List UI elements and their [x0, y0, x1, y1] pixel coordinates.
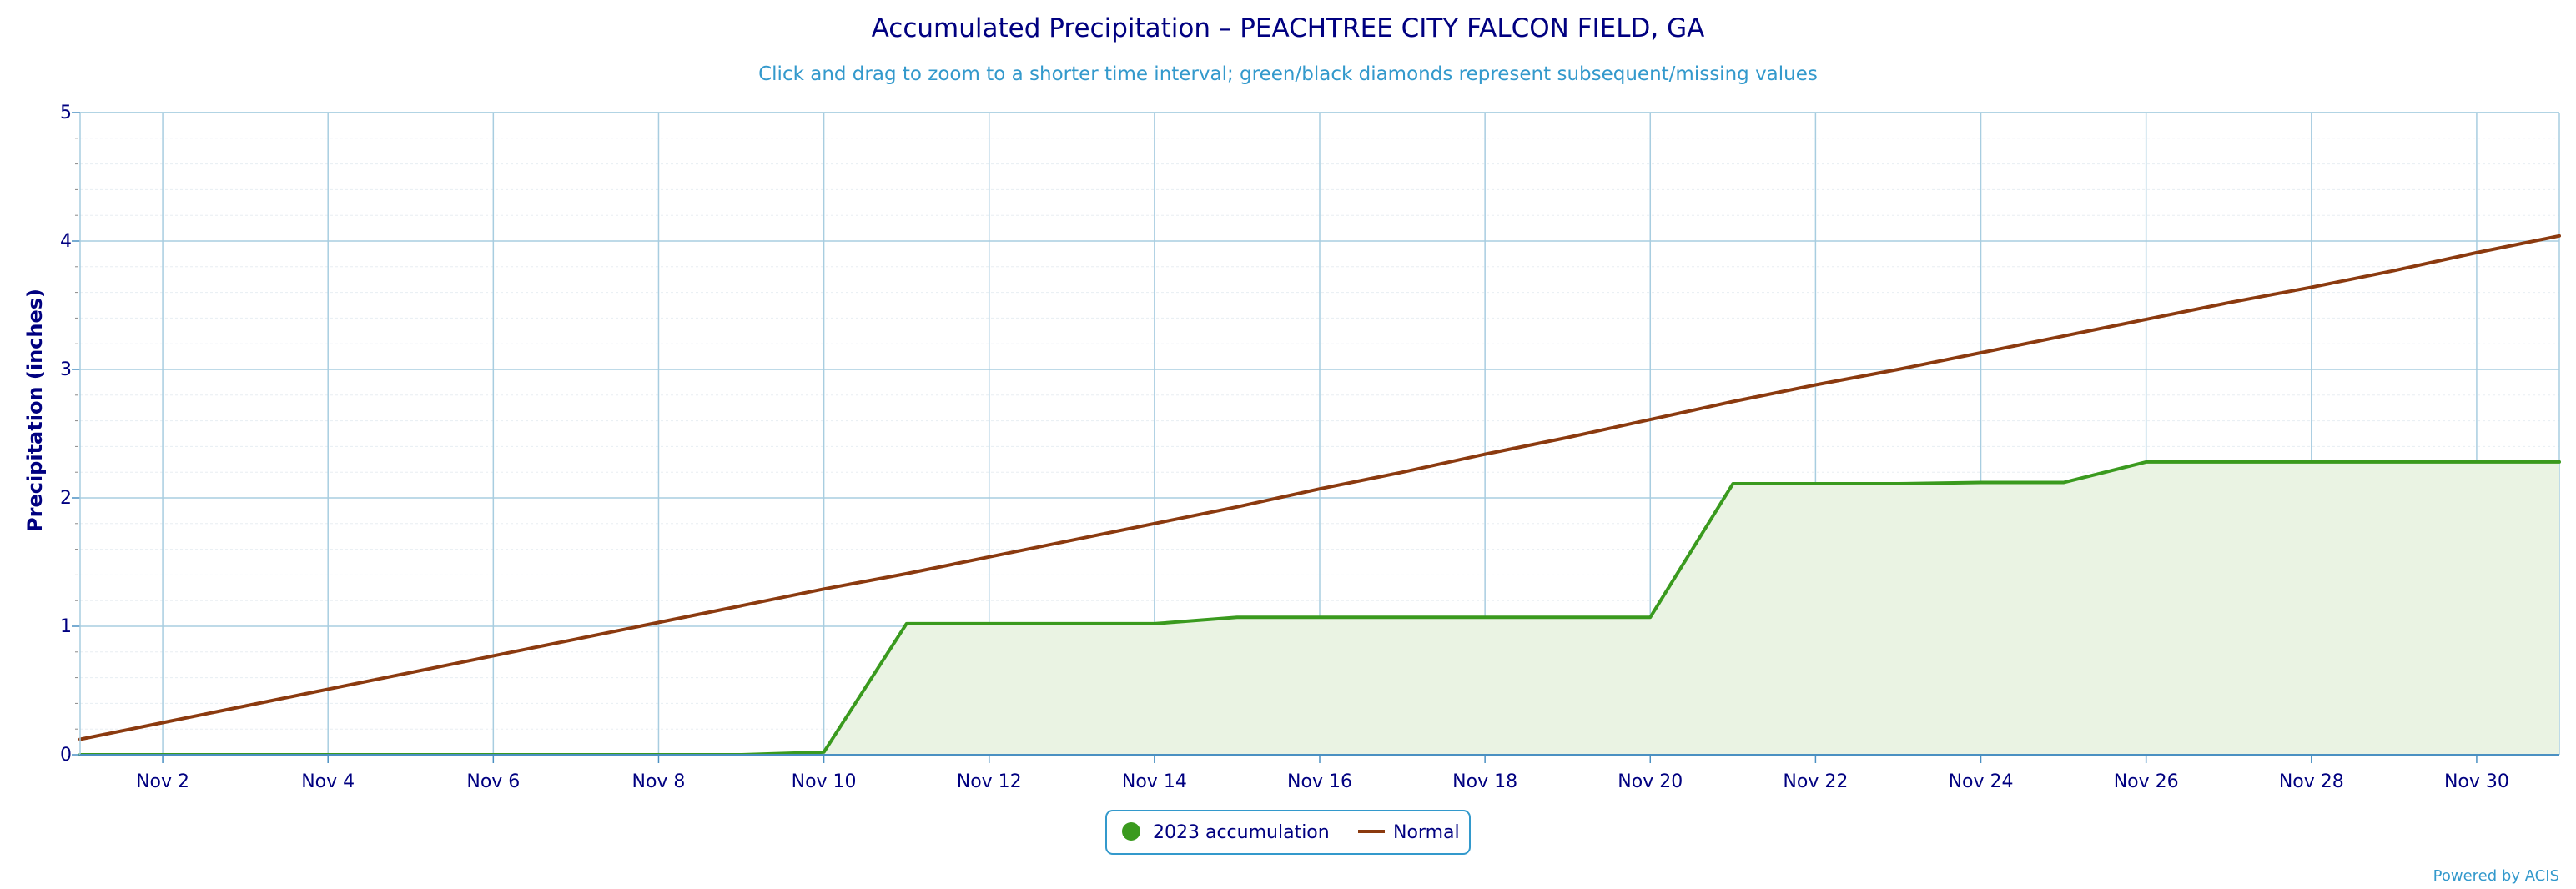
data-point-normal[interactable]	[984, 551, 995, 563]
data-point-normal[interactable]	[2471, 247, 2483, 259]
data-point-2023-accumulation[interactable]	[2141, 456, 2152, 468]
data-point-2023-accumulation[interactable]	[2388, 456, 2400, 468]
x-tick-label: Nov 6	[466, 771, 520, 792]
data-point-normal[interactable]	[405, 666, 416, 678]
data-point-2023-accumulation[interactable]	[1975, 477, 1987, 489]
chart-title: Accumulated Precipitation – PEACHTREE CI…	[872, 13, 1705, 43]
y-axis-label: Precipitation (inches)	[23, 289, 47, 532]
x-tick-label: Nov 4	[301, 771, 355, 792]
data-point-normal[interactable]	[1892, 364, 1904, 375]
data-point-normal[interactable]	[1975, 347, 1987, 359]
y-tick-label: 2	[60, 488, 72, 509]
y-tick-label: 5	[60, 103, 72, 123]
data-point-normal[interactable]	[1479, 449, 1491, 460]
data-point-2023-accumulation[interactable]	[1479, 611, 1491, 623]
data-point-normal[interactable]	[1231, 501, 1243, 513]
data-point-normal[interactable]	[570, 633, 581, 645]
y-tick-label: 0	[60, 745, 72, 766]
data-point-normal[interactable]	[652, 616, 664, 628]
data-point-2023-accumulation[interactable]	[2306, 456, 2317, 468]
data-point-normal[interactable]	[2553, 230, 2565, 242]
data-point-normal[interactable]	[1314, 483, 1326, 495]
data-point-2023-accumulation[interactable]	[2553, 456, 2565, 468]
x-tick-label: Nov 8	[631, 771, 685, 792]
legend-marker-accumulation[interactable]	[1122, 822, 1140, 841]
x-tick-label: Nov 14	[1122, 771, 1187, 792]
data-point-normal[interactable]	[901, 568, 913, 580]
data-point-normal[interactable]	[239, 700, 251, 711]
data-point-normal[interactable]	[1727, 396, 1738, 408]
data-point-normal[interactable]	[157, 717, 169, 729]
data-point-2023-accumulation[interactable]	[2058, 477, 2070, 489]
data-point-2023-accumulation[interactable]	[1727, 478, 1738, 490]
legend-label-accumulation[interactable]: 2023 accumulation	[1153, 822, 1330, 843]
data-point-normal[interactable]	[1562, 432, 1573, 444]
data-point-2023-accumulation[interactable]	[1149, 618, 1160, 630]
data-point-normal[interactable]	[1149, 518, 1160, 530]
x-tick-label: Nov 12	[957, 771, 1022, 792]
data-point-normal[interactable]	[1809, 379, 1821, 390]
chart-subtitle: Click and drag to zoom to a shorter time…	[758, 63, 1818, 85]
data-point-normal[interactable]	[2388, 264, 2400, 276]
series-line-normal[interactable]	[78, 234, 2561, 741]
data-point-normal[interactable]	[2141, 314, 2152, 325]
data-point-2023-accumulation[interactable]	[1396, 611, 1408, 623]
data-point-normal[interactable]	[1066, 535, 1078, 546]
data-point-2023-accumulation[interactable]	[2471, 456, 2483, 468]
data-point-2023-accumulation[interactable]	[2223, 456, 2235, 468]
legend-box	[1105, 810, 1471, 855]
data-point-normal[interactable]	[2058, 330, 2070, 342]
data-point-2023-accumulation[interactable]	[1562, 611, 1573, 623]
axes: 0 1 2 3 4 5 Nov 2 Nov 4 Nov 6 Nov 8 Nov 10 Nov 12 No…	[60, 103, 2559, 792]
data-point-2023-accumulation[interactable]	[1066, 618, 1078, 630]
x-tick-label: Nov 22	[1783, 771, 1848, 792]
data-point-normal[interactable]	[1644, 414, 1656, 425]
x-tick-label: Nov 26	[2114, 771, 2179, 792]
credit-link[interactable]: Powered by ACIS	[2433, 867, 2559, 885]
data-point-2023-accumulation[interactable]	[901, 618, 913, 630]
legend[interactable]: 2023 accumulation Normal	[1105, 810, 1471, 855]
x-tick-label: Nov 20	[1618, 771, 1683, 792]
data-point-normal[interactable]	[2223, 297, 2235, 309]
data-point-2023-accumulation[interactable]	[1892, 478, 1904, 490]
x-tick-label: Nov 2	[136, 771, 189, 792]
x-tick-label: Nov 18	[1452, 771, 1517, 792]
data-point-2023-accumulation[interactable]	[984, 618, 995, 630]
legend-label-normal[interactable]: Normal	[1393, 822, 1460, 843]
x-tick-label: Nov 10	[792, 771, 857, 792]
area-2023-accumulation	[80, 461, 2559, 755]
data-point-2023-accumulation[interactable]	[1809, 478, 1821, 490]
y-tick-label: 1	[60, 616, 72, 637]
y-tick-label: 4	[60, 231, 72, 252]
x-tick-label: Nov 28	[2279, 771, 2344, 792]
data-point-2023-accumulation[interactable]	[1314, 611, 1326, 623]
data-point-2023-accumulation[interactable]	[1231, 611, 1243, 623]
data-point-normal[interactable]	[2306, 281, 2317, 293]
x-tick-label: Nov 16	[1287, 771, 1352, 792]
data-point-normal[interactable]	[736, 600, 747, 611]
data-point-normal[interactable]	[1396, 466, 1408, 478]
data-point-normal[interactable]	[818, 583, 830, 595]
x-tick-label: Nov 24	[1949, 771, 2014, 792]
y-tick-label: 3	[60, 359, 72, 380]
data-point-normal[interactable]	[487, 650, 499, 661]
x-tick-label: Nov 30	[2444, 771, 2509, 792]
data-point-normal[interactable]	[322, 683, 334, 695]
data-point-2023-accumulation[interactable]	[1644, 611, 1656, 623]
